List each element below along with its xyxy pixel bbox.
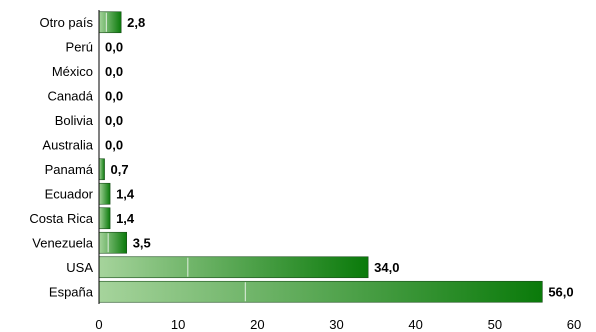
value-label-venezuela: 3,5	[133, 235, 151, 250]
x-axis-ticks: 0 10 20 30 40 50 60	[95, 317, 581, 332]
bar-usa	[98, 256, 369, 279]
bar-panama	[98, 158, 105, 181]
value-label-espana: 56,0	[548, 284, 573, 299]
category-labels: Otro país Perú México Canadá Bolivia Australi…	[29, 15, 93, 300]
category-label-canada: Canadá	[47, 88, 93, 103]
value-label-otro-pais: 2,8	[127, 15, 145, 30]
category-label-espana: España	[49, 284, 94, 299]
x-tick-label-50: 50	[488, 317, 502, 332]
category-label-otro-pais: Otro país	[40, 15, 94, 30]
category-label-usa: USA	[66, 260, 93, 275]
value-label-australia: 0,0	[105, 137, 123, 152]
bars-group	[98, 11, 543, 303]
bar-espana	[98, 280, 543, 303]
category-label-mexico: México	[52, 64, 93, 79]
x-tick-label-40: 40	[408, 317, 422, 332]
x-tick-label-30: 30	[329, 317, 343, 332]
bar-otro-pais	[98, 11, 122, 34]
category-label-panama: Panamá	[45, 162, 94, 177]
category-label-ecuador: Ecuador	[45, 186, 94, 201]
category-label-australia: Australia	[42, 137, 93, 152]
value-label-peru: 0,0	[105, 39, 123, 54]
value-label-usa: 34,0	[374, 260, 399, 275]
category-label-costa-rica: Costa Rica	[29, 211, 93, 226]
category-label-venezuela: Venezuela	[32, 235, 93, 250]
category-label-peru: Perú	[66, 39, 93, 54]
category-label-bolivia: Bolivia	[55, 113, 94, 128]
value-label-canada: 0,0	[105, 88, 123, 103]
bar-costa-rica	[98, 207, 111, 230]
value-labels: 2,8 0,0 0,0 0,0 0,0 0,0 0,7 1,4 1,4 3,5 34,0 56,0	[105, 15, 574, 300]
x-tick-label-20: 20	[250, 317, 264, 332]
value-label-bolivia: 0,0	[105, 113, 123, 128]
x-tick-label-60: 60	[567, 317, 581, 332]
value-label-mexico: 0,0	[105, 64, 123, 79]
value-label-costa-rica: 1,4	[116, 211, 135, 226]
x-tick-label-10: 10	[171, 317, 185, 332]
bar-venezuela	[98, 231, 128, 254]
value-label-ecuador: 1,4	[116, 186, 135, 201]
x-tick-label-0: 0	[95, 317, 102, 332]
value-label-panama: 0,7	[111, 162, 129, 177]
bar-ecuador	[98, 182, 111, 205]
